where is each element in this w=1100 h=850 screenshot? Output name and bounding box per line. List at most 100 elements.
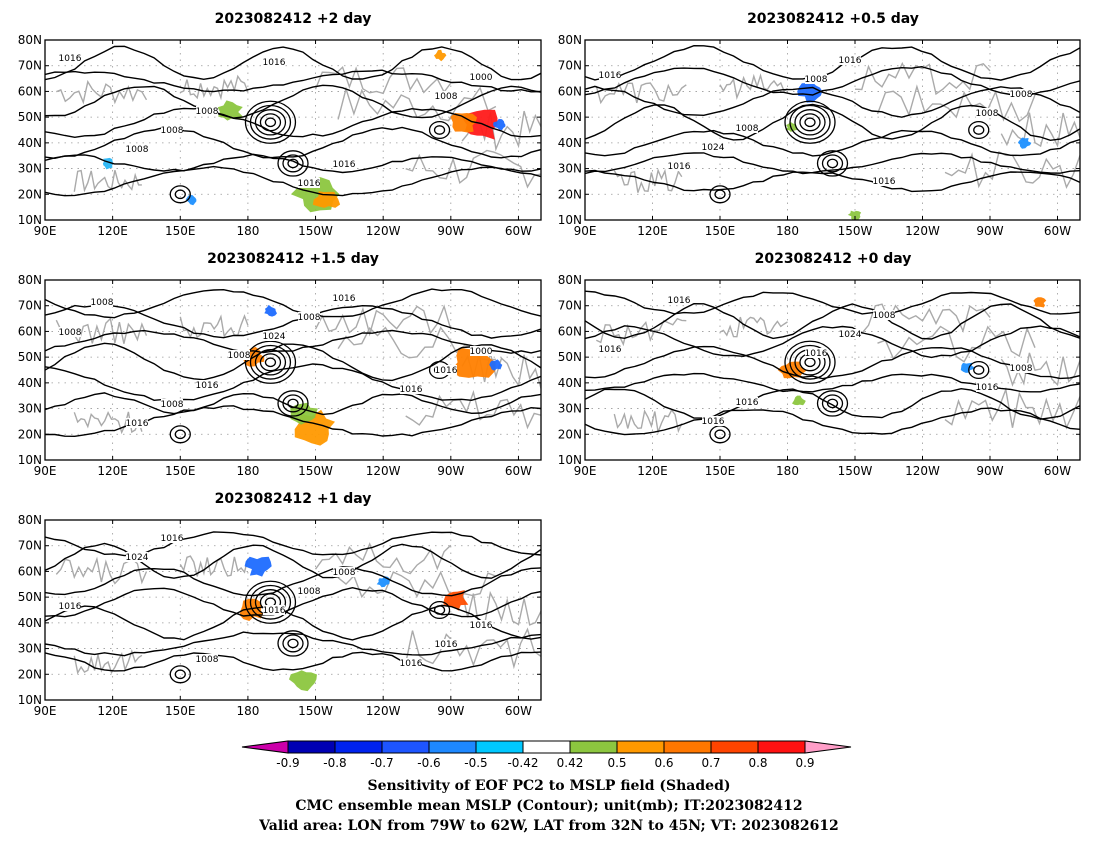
contour-label: 1008 bbox=[873, 311, 896, 321]
lon-tick-label: 120E bbox=[637, 464, 668, 478]
pressure-center-ring bbox=[789, 344, 831, 380]
colorbar-bin bbox=[710, 740, 759, 754]
sensitivity-blob bbox=[1017, 137, 1032, 149]
isobars bbox=[45, 45, 541, 204]
map-frame bbox=[584, 39, 1081, 221]
contour-label: 1016 bbox=[161, 534, 184, 544]
isobar bbox=[585, 387, 1080, 420]
colorbar-tick-label: -0.6 bbox=[417, 756, 440, 770]
contour-label-bg bbox=[196, 380, 218, 390]
colorbar-bin bbox=[757, 740, 806, 754]
contour-label: 1008 bbox=[298, 313, 321, 323]
map-frame bbox=[44, 39, 542, 221]
colorbar-over-triangle bbox=[804, 740, 852, 754]
pressure-center-ring bbox=[244, 340, 297, 384]
lon-tick-label: 90W bbox=[437, 704, 464, 718]
pressure-center-ring bbox=[973, 365, 985, 375]
coastlines bbox=[595, 303, 1080, 435]
colorbar-bin bbox=[522, 740, 571, 754]
lon-tick-label: 120W bbox=[905, 464, 940, 478]
contour-label-bg bbox=[805, 74, 827, 84]
lon-tick-label: 60W bbox=[1044, 464, 1071, 478]
contour-label-bg bbox=[668, 161, 690, 171]
pressure-center-ring bbox=[174, 669, 186, 680]
pressure-center-ring bbox=[433, 605, 446, 615]
coastline bbox=[854, 303, 991, 335]
pressure-center-ring bbox=[714, 189, 726, 200]
coastline bbox=[876, 84, 1036, 123]
isobar bbox=[585, 407, 1080, 436]
pressure-center-ring bbox=[254, 109, 287, 136]
isobar bbox=[45, 84, 541, 119]
caption: Sensitivity of EOF PC2 to MSLP field (Sh… bbox=[258, 778, 839, 834]
isobar bbox=[585, 129, 1080, 157]
lat-tick-label: 30N bbox=[18, 162, 42, 176]
isobar bbox=[45, 153, 541, 174]
contour-label: 1016 bbox=[196, 381, 219, 391]
pressure-center-ring bbox=[282, 154, 304, 173]
map-frame bbox=[44, 519, 542, 701]
pressure-center-ring bbox=[287, 638, 299, 649]
contour-label-bg bbox=[736, 397, 758, 407]
lat-tick-label: 80N bbox=[18, 513, 42, 527]
contour-label: 1016 bbox=[736, 398, 759, 408]
lon-tick-label: 90E bbox=[574, 224, 597, 238]
lat-tick-label: 80N bbox=[18, 273, 42, 287]
contour-label-bg bbox=[839, 55, 861, 65]
isobars bbox=[45, 288, 541, 444]
contour-label: 1016 bbox=[599, 345, 622, 355]
contour-label: 1016 bbox=[435, 640, 458, 650]
pressure-center-ring bbox=[254, 349, 287, 376]
contour-label-bg bbox=[435, 365, 457, 375]
contour-label: 1016 bbox=[873, 177, 896, 187]
colorbar-tick-label: 0.8 bbox=[748, 756, 767, 770]
contour-label-bg bbox=[263, 57, 285, 67]
contour-label-bg bbox=[126, 418, 148, 428]
contour-label: 1016 bbox=[668, 296, 691, 306]
lat-tick-label: 30N bbox=[558, 162, 582, 176]
isobar bbox=[45, 566, 541, 597]
contour-label-bg bbox=[196, 654, 218, 664]
contour-label-bg bbox=[470, 620, 492, 630]
pressure-center-ring bbox=[816, 390, 849, 417]
lat-tick-label: 70N bbox=[558, 59, 582, 73]
lat-tick-label: 20N bbox=[18, 667, 42, 681]
contour-label: 1016 bbox=[126, 419, 149, 429]
lon-tick-label: 180 bbox=[236, 224, 259, 238]
lat-tick-label: 50N bbox=[558, 350, 582, 364]
panel-title: 2023082412 +0 day bbox=[755, 251, 912, 267]
contour-label: 1024 bbox=[702, 143, 725, 153]
contour-label: 1008 bbox=[91, 298, 114, 308]
lat-tick-label: 60N bbox=[18, 324, 42, 338]
contour-label-bg bbox=[976, 108, 998, 118]
isobars bbox=[585, 290, 1080, 444]
isobar bbox=[585, 345, 1080, 380]
lon-tick-label: 150W bbox=[838, 464, 873, 478]
isobar bbox=[45, 342, 541, 382]
lon-tick-label: 60W bbox=[505, 464, 532, 478]
pressure-center-ring bbox=[287, 398, 299, 409]
contour-label-bg bbox=[126, 144, 148, 154]
colorbar-bin bbox=[428, 740, 477, 754]
contour-label: 1024 bbox=[126, 553, 149, 563]
isobar bbox=[45, 107, 541, 139]
panel-title: 2023082412 +1 day bbox=[215, 491, 372, 507]
contour-label-bg bbox=[873, 310, 895, 320]
lat-tick-label: 40N bbox=[18, 616, 42, 630]
lon-tick-label: 120W bbox=[366, 464, 401, 478]
pressure-center-ring bbox=[789, 104, 831, 140]
coastline bbox=[613, 168, 683, 193]
lon-tick-label: 120W bbox=[366, 704, 401, 718]
pressure-center-ring bbox=[277, 630, 309, 657]
pressure-center-ring bbox=[973, 125, 985, 135]
sensitivity-blob bbox=[489, 359, 503, 371]
lat-tick-label: 10N bbox=[558, 213, 582, 227]
lon-tick-label: 90W bbox=[976, 464, 1003, 478]
lon-tick-label: 150W bbox=[838, 224, 873, 238]
contour-label-bg bbox=[435, 91, 457, 101]
pressure-center-ring bbox=[282, 394, 304, 413]
coastlines bbox=[595, 61, 1080, 193]
coastline bbox=[405, 627, 541, 670]
lon-tick-label: 150E bbox=[165, 224, 196, 238]
map-panel-p1: 2023082412 +1 day 1016 1008 1008 1016 1016 100… bbox=[18, 491, 542, 718]
